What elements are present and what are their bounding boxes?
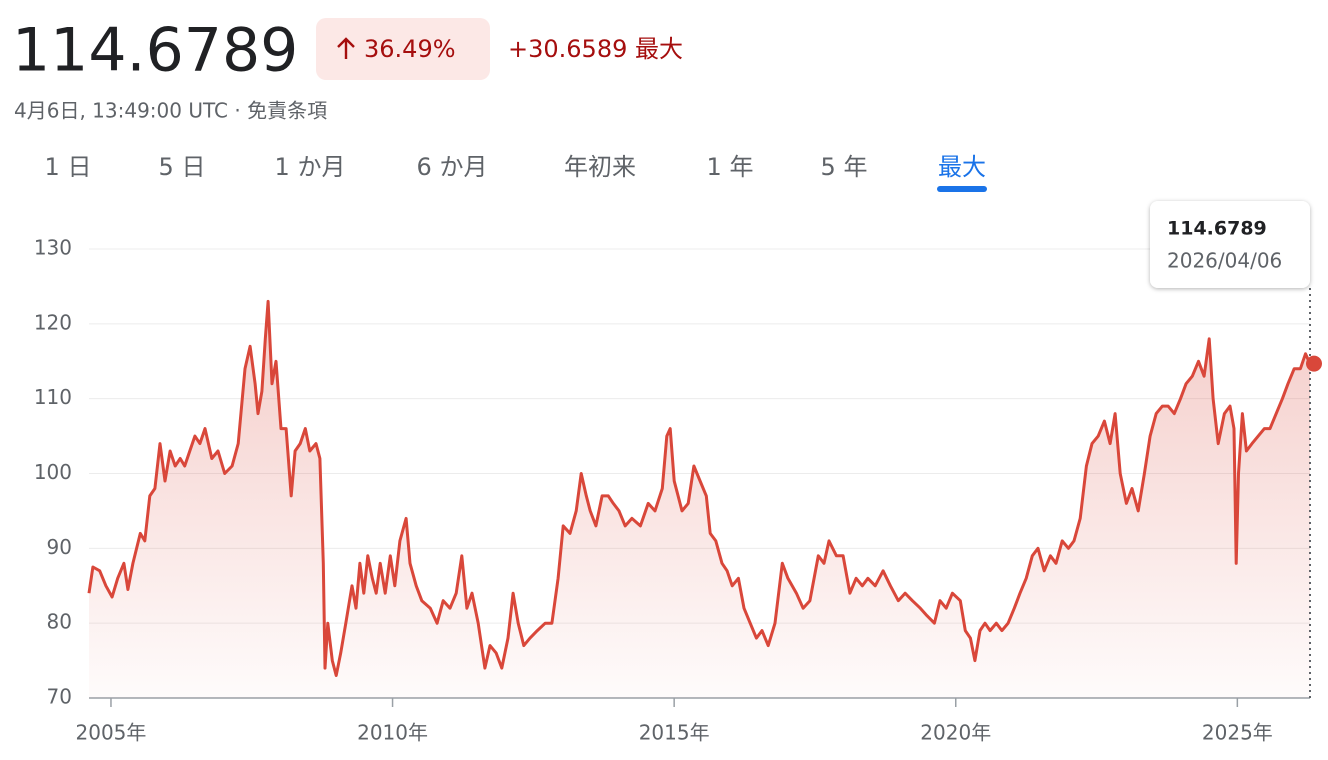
tooltip-date: 2026/04/06 [1167,249,1282,273]
y-tick-label: 80 [47,610,72,634]
last-point [1306,355,1322,372]
x-tick-label: 2015年 [639,721,710,745]
price-line [87,299,1312,677]
tab[interactable]: 1 か月 [275,153,346,181]
tooltip [1150,201,1310,288]
y-tick-label: 120 [34,310,72,334]
tooltip-value: 114.6789 [1167,218,1267,240]
tab[interactable]: 5 日 [159,153,206,181]
x-tick-label: 2010年 [357,721,428,745]
tab-indicator [937,186,987,192]
y-tick-label: 90 [47,535,72,559]
x-tick-label: 2025年 [1202,721,1273,745]
timestamp: 4月6日, 13:49:00 UTC · 免責条項 [14,99,327,123]
change-chip [316,18,490,80]
x-tick-label: 2005年 [76,721,147,745]
y-tick-label: 70 [47,685,72,709]
tab[interactable]: 5 年 [821,153,868,181]
tab[interactable]: 年初来 [564,153,636,181]
y-tick-label: 110 [34,385,72,409]
tab-bar: 1 日 5 日 1 か月 6 か月 年初来 1 年 5 年 最大 [45,153,987,192]
tab[interactable]: 最大 [938,153,986,181]
change-percent: 36.49% [364,35,456,63]
period: 最大 [635,35,683,63]
price: 114.6789 [12,16,298,86]
tab[interactable]: 1 日 [45,153,92,181]
x-tick-label: 2020年 [920,721,991,745]
tab[interactable]: 6 か月 [417,153,488,181]
y-tick-label: 130 [34,236,72,260]
change-text: +30.6589 最大 [508,35,683,63]
change: +30.6589 [508,35,627,63]
area-fill [89,301,1310,698]
chart: 70 80 90 100 110 120 130 2005年 2010年 2015年 2020年 20… [34,201,1322,745]
tab[interactable]: 1 年 [707,153,754,181]
up-arrow-icon [337,37,355,59]
y-tick-label: 100 [34,460,72,484]
